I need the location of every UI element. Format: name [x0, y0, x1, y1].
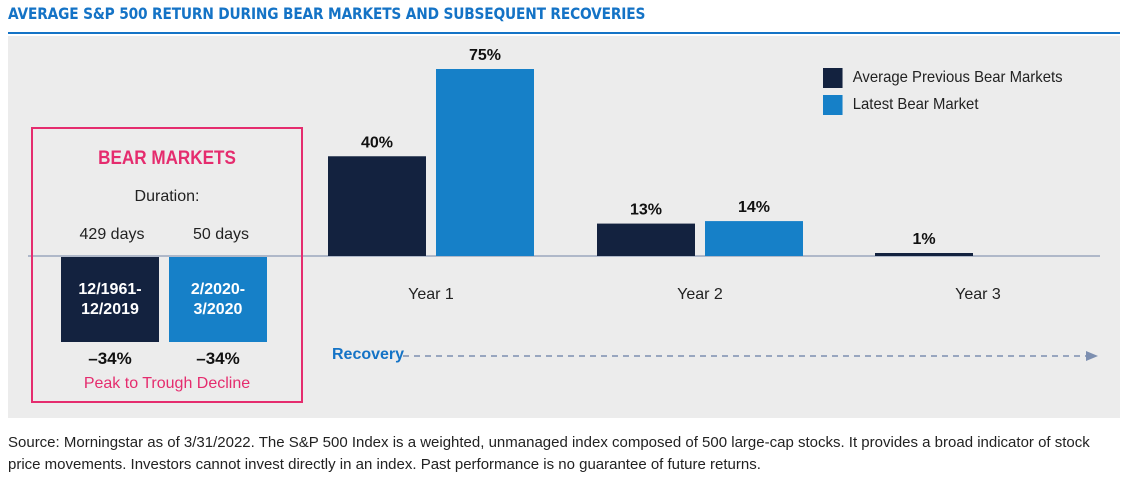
- bar-year-2-series-2: [705, 221, 803, 256]
- data-label-year-1-series-1: 40%: [361, 134, 393, 151]
- legend-item-latest: Latest Bear Market: [823, 95, 978, 115]
- bear-markets-box: BEAR MARKETS Duration: 429 days 50 days …: [31, 127, 303, 403]
- period-end: 3/2020: [193, 300, 243, 318]
- category-label-year-2: Year 2: [677, 286, 723, 303]
- category-label-year-1: Year 1: [408, 286, 454, 303]
- title-rule: [8, 32, 1120, 34]
- legend-label-latest: Latest Bear Market: [852, 96, 979, 113]
- chart-panel: [8, 36, 1120, 418]
- data-label-year-1-series-2: 75%: [469, 47, 501, 64]
- recovery-arrow-head: [1086, 351, 1098, 361]
- bear-market-2-period: 2/2020- 3/2020: [169, 257, 267, 342]
- bear-markets-title: BEAR MARKETS: [98, 148, 236, 169]
- bar-year-2-series-1: [597, 223, 695, 256]
- bear-market-1-decline: –34%: [88, 349, 132, 368]
- source-note: Source: Morningstar as of 3/31/2022. The…: [8, 434, 1090, 473]
- legend-swatch-light: [823, 95, 843, 115]
- legend-label-previous: Average Previous Bear Markets: [852, 69, 1063, 86]
- period-start: 12/1961-: [78, 280, 142, 298]
- bear-market-2-decline: –34%: [196, 349, 240, 368]
- chart-title: AVERAGE S&P 500 RETURN DURING BEAR MARKE…: [8, 4, 646, 23]
- bar-year-3-series-1: [875, 253, 973, 256]
- legend-item-previous: Average Previous Bear Markets: [823, 68, 1063, 88]
- data-label-year-2-series-2: 14%: [738, 199, 770, 216]
- period-start: 2/2020-: [190, 280, 246, 298]
- duration-label: Duration:: [134, 188, 200, 205]
- data-label-year-3-series-1: 1%: [912, 231, 935, 248]
- period-end: 12/2019: [81, 300, 139, 318]
- bear-market-1-period: 12/1961- 12/2019: [61, 257, 159, 342]
- bear-market-2-days: 50 days: [192, 226, 250, 243]
- legend-swatch-dark: [823, 68, 843, 88]
- bar-year-1-series-2: [436, 69, 534, 256]
- recovery-label: Recovery: [332, 346, 405, 363]
- bars-group: 40% 75% Year 1 13% 14% Year 2 1% Year 3: [328, 47, 1001, 303]
- bar-year-1-series-1: [328, 156, 426, 256]
- category-label-year-3: Year 3: [955, 286, 1001, 303]
- bear-market-1-days: 429 days: [79, 226, 145, 243]
- data-label-year-2-series-1: 13%: [630, 202, 662, 219]
- peak-to-trough-label: Peak to Trough Decline: [83, 375, 251, 392]
